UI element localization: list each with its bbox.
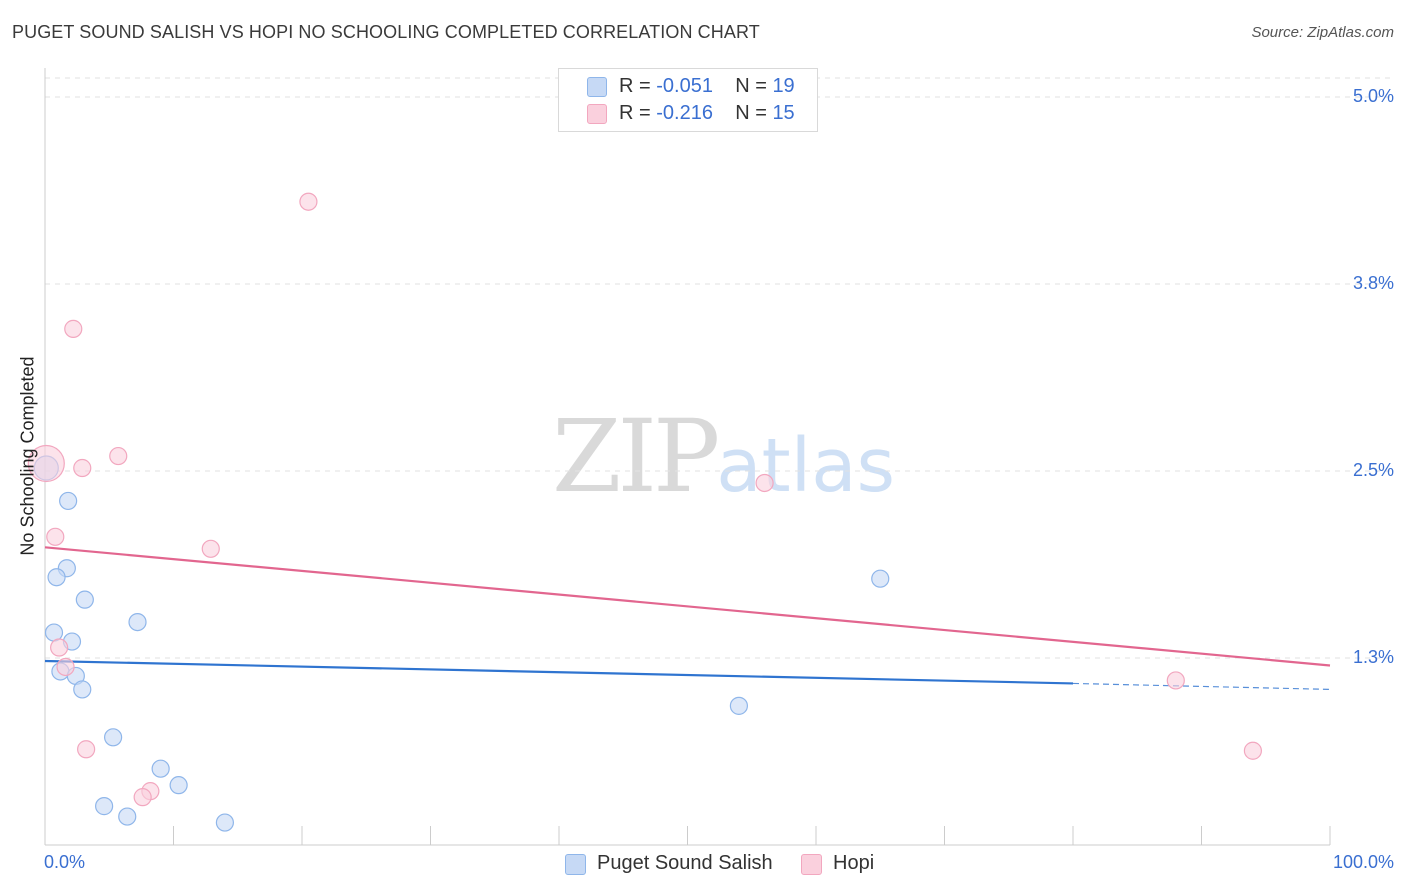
watermark-logo: ZIPatlas: [552, 398, 896, 515]
r-value-hopi: -0.216: [656, 102, 713, 124]
y-tick-label-3: 5.0%: [1352, 86, 1394, 106]
point-hopi-2: [27, 444, 65, 483]
point-puget-17: [215, 813, 234, 832]
point-hopi-13: [133, 788, 152, 807]
x-tick-label-max: 100.0%: [1332, 852, 1394, 872]
trend-line-ext-0: [1072, 682, 1331, 691]
data-points: [27, 192, 1263, 832]
point-hopi-9: [56, 657, 75, 677]
point-hopi-1: [64, 319, 83, 338]
point-hopi-5: [755, 473, 774, 493]
point-puget-1: [59, 491, 78, 511]
point-puget-3: [47, 568, 66, 587]
point-hopi-4: [73, 458, 92, 478]
point-puget-18: [871, 569, 890, 588]
chart-title: PUGET SOUND SALISH VS HOPI NO SCHOOLING …: [12, 22, 760, 42]
r-value-puget: -0.051: [656, 75, 713, 97]
point-puget-15: [95, 797, 114, 816]
point-puget-13: [151, 759, 170, 778]
trend-lines: [44, 546, 1331, 691]
trend-line-0: [44, 659, 1074, 685]
point-hopi-8: [50, 638, 69, 657]
point-puget-11: [729, 696, 749, 715]
correlation-legend: R = -0.051 N = 19 R = -0.216 N = 15: [558, 68, 818, 132]
chart-source: Source: ZipAtlas.com: [1251, 24, 1394, 41]
y-tick-label-2: 3.8%: [1352, 273, 1394, 293]
grid-lines: [45, 77, 1390, 659]
point-puget-14: [169, 776, 188, 795]
legend-bottom-swatch-hopi: [801, 854, 822, 875]
point-hopi-7: [201, 539, 220, 558]
point-puget-10: [73, 680, 92, 699]
point-puget-16: [118, 807, 137, 826]
y-tick-label-0: 1.3%: [1352, 647, 1394, 667]
point-hopi-3: [109, 446, 128, 466]
legend-swatch-hopi: [587, 104, 607, 124]
point-hopi-0: [299, 192, 318, 211]
point-puget-4: [75, 590, 94, 609]
point-puget-12: [104, 728, 123, 747]
legend-bottom-label-hopi: Hopi: [833, 852, 875, 874]
n-value-puget: 19: [772, 75, 795, 97]
legend-swatch-puget: [587, 77, 607, 97]
y-axis-label: No Schooling Completed: [17, 356, 38, 556]
axes: [44, 68, 1331, 846]
legend-bottom-label-puget: Puget Sound Salish: [597, 852, 773, 874]
point-hopi-11: [77, 740, 96, 759]
point-puget-5: [128, 612, 147, 632]
x-tick-label-min: 0.0%: [44, 852, 86, 872]
point-hopi-10: [1166, 671, 1185, 690]
point-hopi-6: [46, 527, 65, 546]
trend-line-1: [44, 546, 1331, 667]
legend-bottom-swatch-puget: [565, 854, 586, 875]
point-hopi-14: [1243, 741, 1263, 760]
n-value-hopi: 15: [772, 102, 795, 124]
y-tick-label-1: 2.5%: [1352, 460, 1394, 480]
